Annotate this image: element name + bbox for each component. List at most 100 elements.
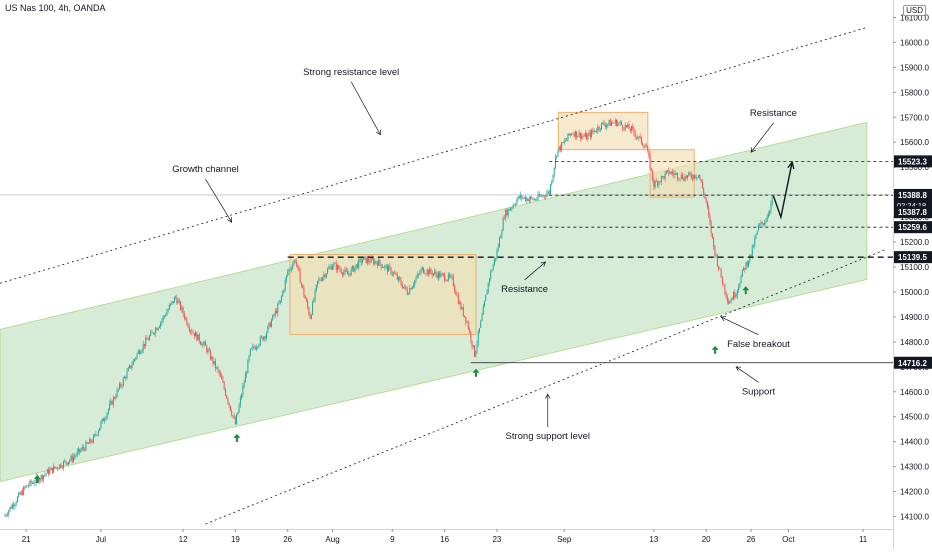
candle-body [424, 273, 426, 274]
candle-body [505, 209, 507, 219]
candle-body [288, 269, 290, 272]
candle-body [472, 345, 474, 347]
candle-body [753, 246, 755, 247]
candle-body [378, 259, 380, 266]
candle-body [735, 295, 737, 297]
candle-body [342, 273, 344, 275]
candle-body [360, 258, 362, 263]
candle-body [317, 280, 319, 285]
candle-body [30, 480, 32, 484]
candle-body [496, 250, 498, 258]
candle-body [678, 178, 680, 180]
candle-body [410, 288, 412, 290]
candle-body [408, 293, 410, 295]
time-tick-label: 9 [390, 535, 395, 544]
candle-body [379, 259, 381, 264]
candle-body [658, 181, 660, 186]
candle-body [396, 274, 398, 280]
candle-body [714, 246, 716, 256]
candle-body [417, 273, 419, 275]
candle-body [31, 482, 33, 484]
candle-body [257, 346, 259, 348]
candle-body [307, 301, 309, 308]
candle-body [332, 266, 334, 270]
candle-body [86, 442, 88, 444]
candle-body [401, 284, 403, 289]
candle-body [160, 322, 162, 327]
candle-body [665, 171, 667, 174]
candle-body [213, 360, 215, 364]
candle-body [587, 134, 589, 140]
candle-body [77, 448, 79, 452]
candle-body [617, 123, 619, 126]
candle-body [731, 299, 733, 300]
candle-body [629, 129, 631, 131]
candle-body [349, 273, 351, 276]
candle-body [564, 140, 566, 142]
candle-body [185, 317, 187, 319]
candle-body [662, 176, 664, 177]
candle-body [129, 365, 131, 368]
candle-body [677, 173, 679, 179]
candle-body [368, 258, 370, 262]
candle-body [243, 382, 245, 387]
candle-body [586, 133, 588, 140]
candle-body [191, 331, 193, 333]
candle-body [290, 268, 292, 270]
candle-body [95, 434, 97, 435]
candle-body [535, 199, 537, 201]
candle-body [639, 136, 641, 137]
annotation-pointer-head [540, 261, 547, 267]
candle-body [623, 128, 625, 130]
candle-body [211, 357, 213, 360]
candle-body [434, 271, 436, 274]
candle-body [35, 476, 37, 483]
candle-body [148, 335, 150, 340]
candle-body [445, 280, 447, 282]
price-axis[interactable]: 14100.0 14200.0 14300.0 14400.0 14500.0 14600… [893, 0, 932, 550]
candle-body [537, 194, 539, 200]
candle-body [699, 175, 701, 180]
candle-body [264, 336, 266, 339]
candle-body [287, 271, 289, 276]
candle-body [227, 398, 229, 403]
candle-body [34, 482, 36, 484]
annotation-pointer-head [227, 217, 233, 223]
time-axis[interactable]: 21 Jul 12 19 26 Aug 9 16 23 Sep 13 20 26 Oct 11 [0, 529, 893, 544]
candle-body [427, 269, 429, 275]
candle-body [520, 194, 522, 198]
candle-body [624, 125, 626, 130]
candle-body [171, 301, 173, 304]
time-tick-label: Aug [325, 535, 339, 544]
candle-body [131, 364, 133, 368]
candle-body [506, 209, 508, 216]
candle-body [136, 353, 138, 358]
candle-body [263, 336, 265, 341]
candle-body [266, 332, 268, 339]
candle-body [430, 268, 432, 273]
annotation-pointer-head [735, 366, 742, 372]
candle-body [84, 448, 86, 451]
candle-body [715, 255, 717, 256]
candle-body [100, 422, 102, 428]
candle-body [166, 311, 168, 316]
candle-body [518, 196, 520, 198]
candle-body [556, 155, 558, 158]
currency-selector[interactable]: USD [903, 5, 926, 16]
candle-body [253, 346, 255, 348]
candle-body [447, 274, 449, 280]
price-tag-label: 15259.6 [898, 223, 927, 232]
candle-body [226, 395, 228, 399]
price-tag [894, 356, 932, 369]
candle-body [147, 339, 149, 341]
candle-body [106, 412, 108, 418]
candle-body [619, 121, 621, 123]
candle-body [563, 140, 565, 143]
candle-body [541, 195, 543, 197]
time-tick-label: 23 [492, 535, 501, 544]
candle-body [181, 307, 183, 310]
candle-body [320, 280, 322, 281]
candle-body [566, 139, 568, 141]
